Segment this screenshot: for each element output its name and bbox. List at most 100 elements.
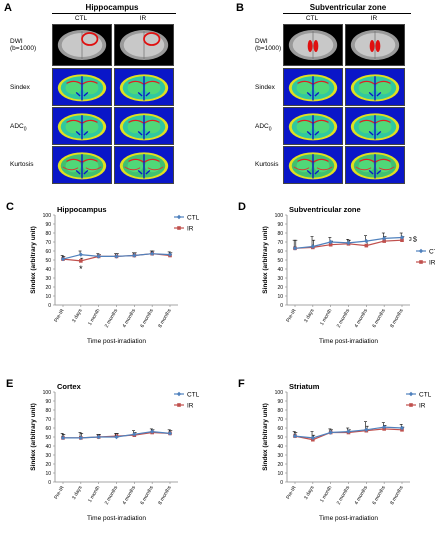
chart-c-y-tick-label: 90 xyxy=(45,222,51,228)
chart-d-legend-ctl-label: CTL xyxy=(429,248,435,255)
chart-c-y-tick-label: 70 xyxy=(45,240,51,246)
chart-f-series-ctl-point xyxy=(346,429,351,434)
chart-c-y-tick-label: 20 xyxy=(45,285,51,291)
chart-e-y-tick-label: 40 xyxy=(45,444,51,450)
chart-e-x-tick-label: 1 month xyxy=(87,485,101,504)
panel-a-col-ir: IR xyxy=(139,15,147,22)
chart-f-title: Striatum xyxy=(289,382,320,391)
panel-b-title: Subventricular zone xyxy=(309,3,387,12)
chart-d-y-tick-label: 40 xyxy=(277,267,283,273)
chart-e-x-tick-label: 4 months xyxy=(122,485,138,506)
panel-a-col-ctl: CTL xyxy=(74,15,88,22)
chart-f-series-ctl-point xyxy=(328,430,333,435)
chart-c-y-tick-label: 100 xyxy=(43,213,52,219)
chart-d-x-tick-label: 1 month xyxy=(319,308,333,327)
chart-c-x-tick-label: 2 months xyxy=(104,308,120,329)
chart-d-y-tick-label: 20 xyxy=(277,285,283,291)
panel-b-row-sindex: Sindex xyxy=(255,84,275,91)
chart-c-y-tick-label: 60 xyxy=(45,249,51,255)
chart-f-x-label: Time post-irradiation xyxy=(319,515,378,522)
chart-e-y-tick-label: 20 xyxy=(45,462,51,468)
chart-d-y-tick-label: 50 xyxy=(277,258,283,264)
chart-f-series-ctl-point xyxy=(310,435,316,441)
chart-c-x-tick-label: 3 days xyxy=(71,308,84,324)
chart-d-series-ir-point xyxy=(364,243,369,248)
chart-d-y-tick-label: 80 xyxy=(277,231,283,237)
chart-e-y-tick-label: 0 xyxy=(48,480,51,486)
panel-a-adc-ir-image xyxy=(114,107,174,145)
chart-f-y-tick-label: 0 xyxy=(280,480,283,486)
chart-d-y-label: Sindex (arbitrary unit) xyxy=(262,226,269,294)
chart-e-series-ctl-point xyxy=(167,431,173,436)
chart-c-legend-ctl-label: CTL xyxy=(187,214,200,221)
chart-d-x-tick-label: 4 months xyxy=(354,308,370,329)
chart-f-x-tick-label: 2 months xyxy=(336,485,352,506)
chart-f-y-tick-label: 40 xyxy=(277,444,283,450)
chart-c-y-tick-label: 80 xyxy=(45,231,51,237)
chart-f-y-tick-label: 30 xyxy=(277,453,283,459)
chart-f-x-tick-label: 4 months xyxy=(354,485,370,506)
panel-a-sindex-ctl-image xyxy=(52,68,112,106)
chart-f-series-ctl-point xyxy=(364,427,369,432)
chart-e-title: Cortex xyxy=(57,382,82,391)
panel-a-dwi-ir-image xyxy=(114,24,174,66)
chart-c-series-ctl-point xyxy=(96,254,101,259)
chart-c-series-ctl-point xyxy=(78,252,84,257)
chart-c-y-label: Sindex (arbitrary unit) xyxy=(30,226,37,294)
chart-d-legend-ir-label: IR xyxy=(429,259,435,266)
panel-b-row-kurtosis: Kurtosis xyxy=(255,161,279,168)
chart-f-legend-ctl-marker xyxy=(408,391,414,397)
chart-e-x-tick-label: 3 days xyxy=(71,485,84,501)
chart-d-y-tick-label: 30 xyxy=(277,276,283,282)
chart-e-legend-ir-marker xyxy=(177,403,181,407)
chart-c-x-tick-label: Pre-IR xyxy=(53,308,66,324)
chart-d-series-ir-point xyxy=(382,239,386,243)
panel-a-title-rule xyxy=(52,13,176,14)
panel-a-row-dwi: DWI (b=1000) xyxy=(10,38,37,52)
chart-d-y-tick-label: 70 xyxy=(277,240,283,246)
chart-f-y-tick-label: 50 xyxy=(277,435,283,441)
panel-a-sindex-ir-image xyxy=(114,68,174,106)
chart-d-significance-dollar: $ xyxy=(413,236,417,243)
chart-d-x-label: Time post-irradiation xyxy=(319,338,378,345)
chart-c-x-tick-label: 4 months xyxy=(122,308,138,329)
chart-e-series-ctl-point xyxy=(96,434,101,440)
chart-f-series-ctl-point xyxy=(399,425,405,431)
chart-c-legend-ctl-marker xyxy=(176,214,182,220)
chart-c-series-ctl-point xyxy=(60,256,66,262)
panel-a-title: Hippocampus xyxy=(85,3,139,12)
chart-d-y-tick-label: 90 xyxy=(277,222,283,228)
chart-f-y-tick-label: 60 xyxy=(277,426,283,432)
chart-e-y-tick-label: 60 xyxy=(45,426,51,432)
chart-c-significance-asterisk: * xyxy=(79,264,83,274)
chart-f-x-tick-label: 1 month xyxy=(319,485,333,504)
panel-b-col-ctl: CTL xyxy=(305,15,319,22)
chart-d-series-ir-point xyxy=(328,242,333,247)
panel-b-letter: B xyxy=(236,2,244,14)
chart-d-letter: D xyxy=(238,201,246,213)
chart-e-series-ctl-point xyxy=(149,429,155,434)
chart-c-series-ctl-point xyxy=(167,252,173,257)
panel-b-dwi-ctl-image xyxy=(283,24,343,66)
chart-e-y-tick-label: 100 xyxy=(43,390,52,396)
chart-e-x-tick-label: 2 months xyxy=(104,485,120,506)
chart-d-legend-ir-marker xyxy=(419,260,423,264)
chart-d-series-ir-point xyxy=(400,238,404,242)
chart-e-y-tick-label: 70 xyxy=(45,417,51,423)
chart-e-y-tick-label: 90 xyxy=(45,399,51,405)
chart-f-y-tick-label: 100 xyxy=(275,390,284,396)
chart-d-series-ctl-point xyxy=(310,244,316,249)
chart-e-y-label: Sindex (arbitrary unit) xyxy=(30,403,37,471)
chart-e-letter: E xyxy=(6,378,13,390)
chart-d-series-ctl-point xyxy=(292,246,298,251)
chart-d-x-tick-label: 2 months xyxy=(336,308,352,329)
panel-a-row-adc: ADC0 xyxy=(10,123,27,133)
chart-c-letter: C xyxy=(6,201,14,213)
chart-e-x-tick-label: Pre-IR xyxy=(53,485,66,501)
panel-a-kurt-ir-image xyxy=(114,146,174,184)
chart-c-x-label: Time post-irradiation xyxy=(87,338,146,345)
chart-e-y-tick-label: 80 xyxy=(45,408,51,414)
panel-b-row-dwi: DWI (b=1000) xyxy=(255,38,282,52)
chart-e-legend-ctl-label: CTL xyxy=(187,391,200,398)
